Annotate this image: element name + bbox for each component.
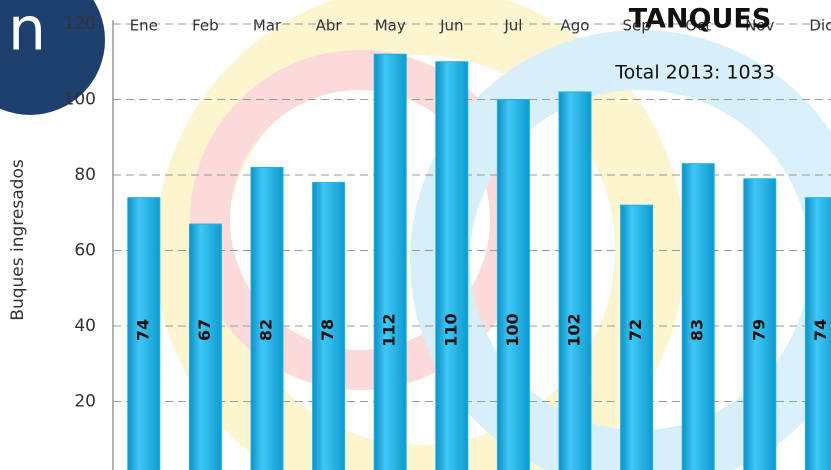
- x-tick-label: Jun: [439, 17, 463, 35]
- value-label: 112: [380, 313, 399, 346]
- y-tick-label: 120: [64, 14, 96, 34]
- value-label: 102: [565, 313, 584, 346]
- value-label: 82: [257, 319, 276, 341]
- y-tick-label: 80: [74, 165, 96, 185]
- x-tick-label: Ago: [561, 17, 590, 35]
- x-tick-label: Dic: [809, 17, 831, 35]
- value-label: 74: [133, 319, 152, 341]
- x-tick-label: Abr: [316, 17, 343, 35]
- value-label: 72: [626, 319, 645, 341]
- bar: [497, 100, 529, 470]
- x-tick-label: May: [375, 17, 406, 35]
- y-axis-label: Buques ingresados: [8, 159, 28, 321]
- y-tick-label: 40: [74, 316, 96, 336]
- logo-text: n: [8, 0, 46, 65]
- chart-subtitle: Total 2013: 1033: [614, 62, 775, 84]
- y-tick-label: 100: [64, 90, 96, 110]
- bar: [251, 167, 283, 470]
- x-tick-label: Feb: [192, 17, 219, 35]
- value-label: 79: [749, 319, 768, 341]
- bar: [559, 92, 591, 470]
- chart: n 20 40 60 80 100 120 Ene 74 Feb 67 Mar 82 Abr 78 May 1…: [0, 0, 831, 470]
- bar: [374, 54, 406, 470]
- bar: [189, 224, 221, 470]
- bar: [682, 164, 714, 470]
- chart-title: TANQUES: [629, 4, 772, 35]
- value-label: 100: [503, 313, 522, 346]
- value-label: 110: [441, 313, 460, 346]
- x-tick-label: Ene: [130, 17, 158, 35]
- y-tick-label: 60: [74, 241, 96, 261]
- x-tick-label: Jul: [503, 17, 522, 35]
- bar: [436, 62, 468, 470]
- value-label: 74: [811, 319, 830, 341]
- x-tick-label: Mar: [253, 17, 282, 35]
- value-label: 67: [195, 319, 214, 341]
- value-label: 78: [318, 319, 337, 341]
- value-label: 83: [688, 319, 707, 341]
- y-tick-label: 20: [74, 392, 96, 412]
- page: n 20 40 60 80 100 120 Ene 74 Feb 67 Mar 82 Abr 78 May 1…: [0, 0, 831, 470]
